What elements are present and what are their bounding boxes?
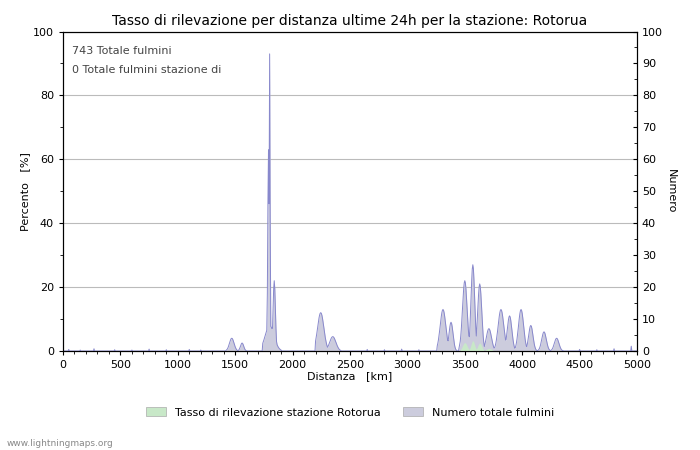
Text: www.lightningmaps.org: www.lightningmaps.org: [7, 439, 113, 448]
Title: Tasso di rilevazione per distanza ultime 24h per la stazione: Rotorua: Tasso di rilevazione per distanza ultime…: [113, 14, 587, 27]
Y-axis label: Percento   [%]: Percento [%]: [20, 152, 30, 231]
Y-axis label: Numero: Numero: [666, 169, 675, 213]
Legend: Tasso di rilevazione stazione Rotorua, Numero totale fulmini: Tasso di rilevazione stazione Rotorua, N…: [141, 403, 559, 422]
Text: 743 Totale fulmini: 743 Totale fulmini: [71, 46, 172, 56]
Text: 0 Totale fulmini stazione di: 0 Totale fulmini stazione di: [71, 65, 221, 75]
X-axis label: Distanza   [km]: Distanza [km]: [307, 371, 393, 382]
